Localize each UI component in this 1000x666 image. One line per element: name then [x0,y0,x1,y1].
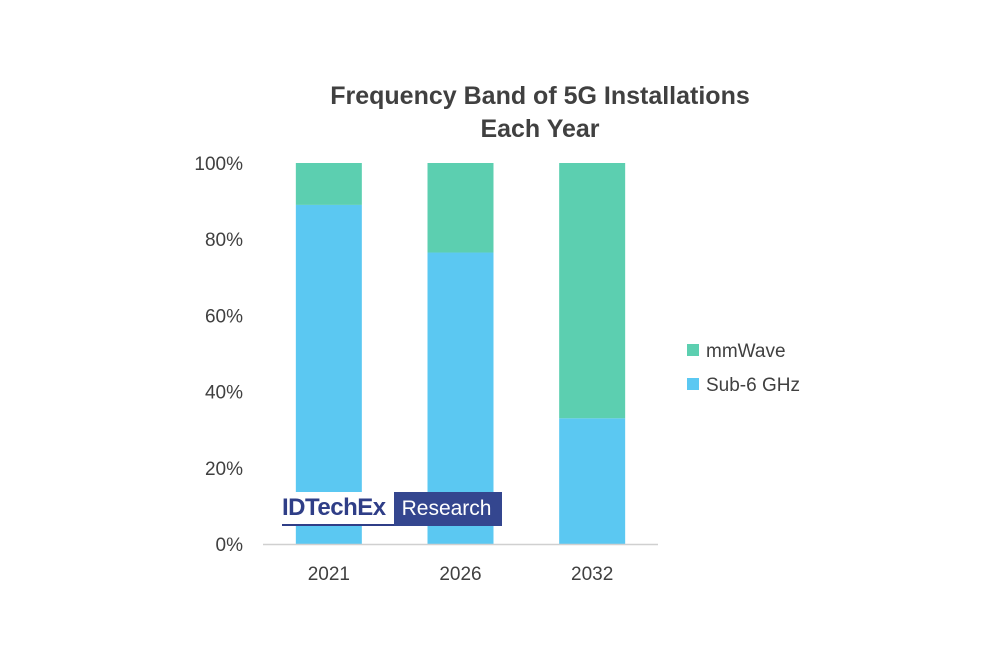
chart-title-line-2: Each Year [480,115,600,143]
logo-brand-text: IDTechEx [282,492,394,526]
legend-label: Sub-6 GHz [706,375,800,396]
legend-swatch [687,344,699,356]
logo-research-badge: Research [393,492,503,526]
chart-title: Frequency Band of 5G Installations Each … [240,80,840,146]
bar-mmwave-2021 [295,163,362,205]
bar-mmwave-2026 [427,163,494,253]
y-tick-label: 80% [205,230,243,251]
idtechex-research-logo: IDTechEx Research [282,492,503,526]
bar-mmwave-2032 [559,163,626,419]
x-tick-label: 2021 [308,564,350,585]
y-tick-label: 0% [216,535,244,556]
bar-sub-6-ghz-2021 [295,204,362,544]
bar-sub-6-ghz-2032 [559,418,626,544]
y-tick-label: 100% [194,154,243,175]
y-tick-label: 60% [205,306,243,327]
legend-swatch [687,378,699,390]
legend-label: mmWave [706,341,786,362]
x-tick-label: 2032 [571,564,613,585]
y-tick-label: 40% [205,383,243,404]
y-tick-label: 20% [205,459,243,480]
chart-title-line-1: Frequency Band of 5G Installations [330,82,750,110]
x-tick-label: 2026 [439,564,481,585]
